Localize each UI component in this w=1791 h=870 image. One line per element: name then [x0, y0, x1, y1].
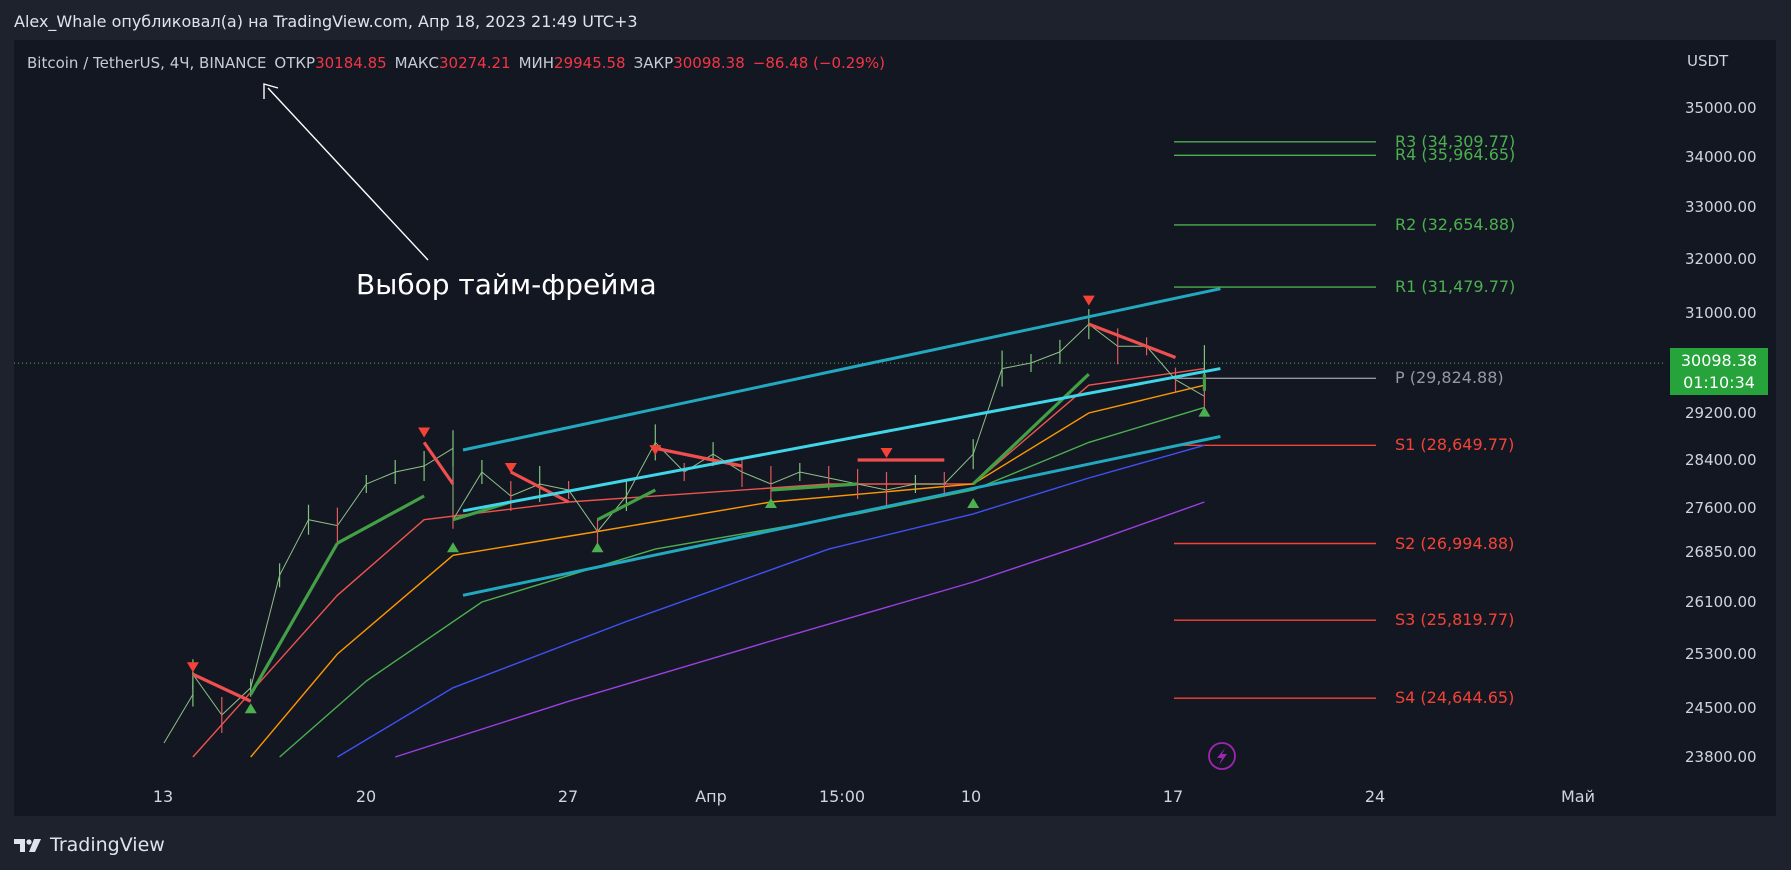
price-line — [163, 323, 1205, 744]
legend-open-value: 30184.85 — [315, 54, 387, 72]
legend-close-label: ЗАКР — [633, 54, 674, 72]
y-axis-tick: 26100.00 — [1685, 593, 1757, 611]
pivot-label-8: S4 (24,644.65) — [1395, 688, 1515, 708]
pivot-label-6: S2 (26,994.88) — [1395, 533, 1515, 553]
publish-info: Alex_Whale опубликовал(а) на TradingView… — [14, 12, 638, 31]
buy-signal-marker — [967, 498, 980, 508]
top-bar: Alex_Whale опубликовал(а) на TradingView… — [0, 0, 1791, 40]
chart-legend[interactable]: Bitcoin / TetherUS, 4Ч, BINANCE ОТКР30184… — [27, 54, 885, 72]
y-axis-tick: 26850.00 — [1685, 543, 1757, 561]
x-axis-tick: 15:00 — [819, 787, 865, 806]
supertrend-segment — [510, 470, 570, 504]
annotation-text: Выбор тайм-фрейма — [356, 268, 657, 301]
y-axis-tick: 25300.00 — [1685, 645, 1757, 663]
supertrend-segment — [972, 372, 1090, 486]
supertrend-segment — [249, 542, 339, 696]
x-axis-tick: Май — [1561, 787, 1595, 806]
legend-symbol[interactable]: Bitcoin / TetherUS, 4Ч, BINANCE — [27, 54, 267, 72]
pivot-label-0: R4 (35,964.65) — [1395, 145, 1516, 165]
y-axis-tick: 29200.00 — [1685, 404, 1757, 422]
sell-signal-marker — [418, 427, 431, 438]
channel-line-upper — [462, 287, 1221, 452]
supertrend-segment — [770, 482, 858, 492]
last-price-value: 30098.38 — [1680, 351, 1758, 370]
sell-signal-marker — [504, 463, 517, 473]
annotation-arrow — [267, 87, 429, 261]
pivot-label-7: S3 (25,819.77) — [1395, 610, 1515, 630]
legend-high-label: МАКС — [394, 54, 439, 72]
pivot-label-5: S1 (28,649.77) — [1395, 435, 1515, 455]
x-axis-tick: 10 — [961, 787, 981, 806]
buy-signal-marker — [1198, 406, 1211, 417]
y-axis-tick: 33000.00 — [1685, 198, 1757, 216]
moving-average-line-1 — [250, 384, 1205, 758]
sell-signal-marker — [880, 448, 893, 458]
y-axis-currency: USDT — [1687, 52, 1729, 70]
pivot-label-3: R1 (31,479.77) — [1395, 277, 1516, 297]
buy-signal-marker — [447, 542, 459, 553]
chart-frame[interactable] — [14, 40, 1776, 816]
tradingview-logo-icon — [14, 839, 41, 852]
supertrend-segment — [422, 441, 455, 485]
lightning-icon — [1217, 748, 1227, 765]
y-axis-tick: 23800.00 — [1685, 748, 1757, 766]
legend-change: −86.48 (−0.29%) — [752, 54, 885, 72]
x-axis-tick: 17 — [1163, 787, 1183, 806]
moving-average-line-4 — [394, 501, 1205, 758]
y-axis-tick: 24500.00 — [1685, 699, 1757, 717]
buy-signal-marker — [764, 498, 777, 508]
sell-signal-marker — [649, 445, 662, 456]
bar-countdown: 01:10:34 — [1683, 373, 1755, 392]
bottom-bar — [0, 816, 1791, 870]
supertrend-segment — [654, 446, 743, 468]
channel-line-lower — [462, 435, 1221, 597]
pivot-label-1: R3 (34,309.77) — [1395, 131, 1516, 151]
legend-high-value: 30274.21 — [439, 54, 511, 72]
supertrend-segment — [1088, 322, 1177, 359]
y-axis-tick: 32000.00 — [1685, 250, 1757, 268]
last-price-badge: 30098.38 01:10:34 — [1670, 348, 1768, 395]
x-axis-tick: 13 — [153, 787, 173, 806]
alert-icon-ring — [1208, 742, 1236, 770]
y-axis-tick: 34000.00 — [1685, 148, 1757, 166]
channel-line-middle — [462, 367, 1221, 513]
y-axis-tick: 35000.00 — [1685, 99, 1757, 117]
annotation-arrow-head — [263, 83, 279, 99]
x-axis-tick: 24 — [1365, 787, 1385, 806]
legend-low-label: МИН — [518, 54, 555, 72]
supertrend-segment — [192, 672, 252, 703]
pivot-label-2: R2 (32,654.88) — [1395, 214, 1516, 234]
y-axis-tick: 27600.00 — [1685, 499, 1757, 517]
buy-signal-marker — [591, 542, 604, 553]
sell-signal-marker — [1082, 295, 1095, 306]
legend-low-value: 29945.58 — [554, 54, 626, 72]
legend-open-label: ОТКР — [274, 54, 316, 72]
buy-signal-marker — [244, 703, 257, 714]
supertrend-segment — [336, 494, 425, 545]
tradingview-logo[interactable]: TradingView — [14, 834, 165, 856]
legend-close-value: 30098.38 — [673, 54, 745, 72]
x-axis-tick: 27 — [558, 787, 578, 806]
moving-average-line-3 — [337, 444, 1205, 758]
supertrend-segment — [596, 488, 657, 522]
moving-average-line-2 — [279, 406, 1205, 758]
y-axis-tick: 31000.00 — [1685, 304, 1757, 322]
moving-average-line-0 — [192, 367, 1205, 758]
x-axis-tick: Апр — [695, 787, 727, 806]
y-axis-tick: 28400.00 — [1685, 451, 1757, 469]
sell-signal-marker — [186, 662, 199, 673]
x-axis-tick: 20 — [356, 787, 376, 806]
brand-name: TradingView — [50, 834, 165, 856]
pivot-label-4: P (29,824.88) — [1395, 368, 1504, 388]
